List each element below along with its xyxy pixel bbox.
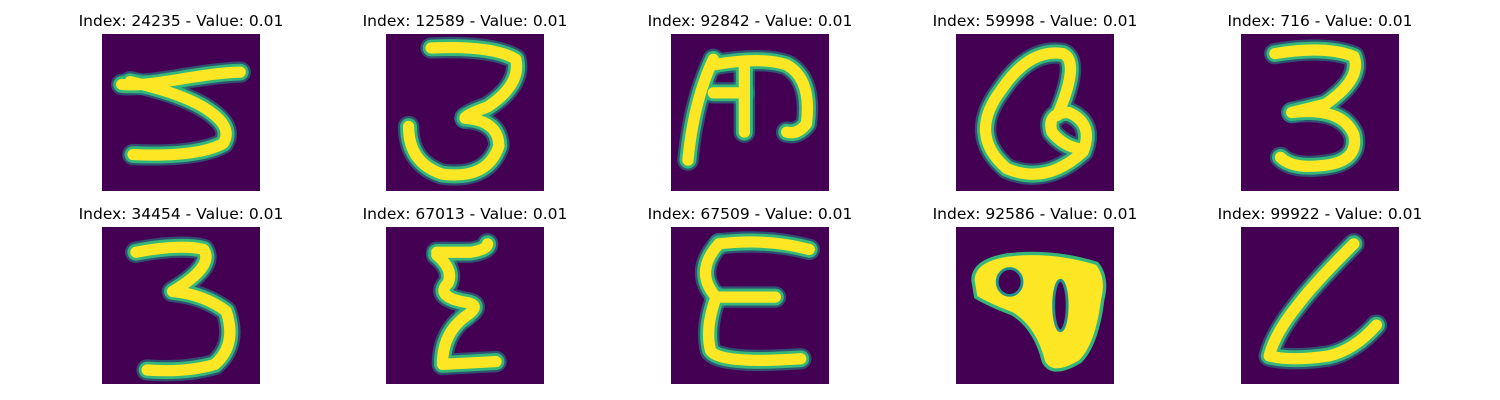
grid-panel: Index: 92842 - Value: 0.01 <box>640 0 860 191</box>
glyph-stroke <box>699 238 725 303</box>
panel-title: Index: 12589 - Value: 0.01 <box>362 12 568 30</box>
handwritten-glyph <box>426 233 507 376</box>
grid-panel: Index: 67509 - Value: 0.01 <box>640 193 860 384</box>
digit-image <box>1241 227 1399 384</box>
glyph-stroke <box>1263 238 1383 365</box>
handwritten-glyph <box>974 42 1098 185</box>
glyph-stroke <box>703 291 807 366</box>
grid-panel: Index: 716 - Value: 0.01 <box>1210 0 1430 191</box>
glyph-stroke <box>979 47 1092 180</box>
grid-panel: Index: 24235 - Value: 0.01 <box>71 0 291 191</box>
digit-image <box>1241 34 1399 191</box>
glyph-stroke <box>713 236 815 256</box>
digit-image <box>386 227 544 384</box>
grid-panel: Index: 12589 - Value: 0.01 <box>355 0 575 191</box>
handwritten-glyph <box>677 48 819 171</box>
glyph-stroke <box>124 76 232 161</box>
digit-image <box>102 34 260 191</box>
handwritten-glyph <box>971 251 1107 372</box>
glyph-hole <box>995 267 1024 297</box>
panel-title: Index: 59998 - Value: 0.01 <box>932 12 1138 30</box>
handwritten-glyph <box>397 36 528 186</box>
grid-panel: Index: 92586 - Value: 0.01 <box>925 193 1145 384</box>
glyph-stroke <box>1274 106 1361 172</box>
glyph-stroke <box>436 311 502 370</box>
panel-title: Index: 67013 - Value: 0.01 <box>362 205 568 223</box>
handwritten-glyph <box>125 236 241 382</box>
digit-image <box>102 227 260 384</box>
glyph-hole <box>1052 278 1069 333</box>
panel-title: Index: 716 - Value: 0.01 <box>1227 12 1413 30</box>
digit-image <box>956 227 1114 384</box>
handwritten-glyph <box>1264 39 1367 177</box>
digit-image <box>956 34 1114 191</box>
handwritten-glyph <box>1258 233 1388 370</box>
panel-title: Index: 92842 - Value: 0.01 <box>647 12 853 30</box>
panel-title: Index: 67509 - Value: 0.01 <box>647 205 853 223</box>
grid-panel: Index: 34454 - Value: 0.01 <box>71 193 291 384</box>
grid-panel: Index: 67013 - Value: 0.01 <box>355 193 575 384</box>
digit-image <box>671 227 829 384</box>
panel-title: Index: 24235 - Value: 0.01 <box>78 12 284 30</box>
panel-title: Index: 99922 - Value: 0.01 <box>1217 205 1423 223</box>
grid-panel: Index: 59998 - Value: 0.01 <box>925 0 1145 191</box>
image-background <box>102 34 260 191</box>
digit-image <box>386 34 544 191</box>
glyph-stroke <box>431 238 494 258</box>
panel-title: Index: 34454 - Value: 0.01 <box>78 205 284 223</box>
glyph-stroke <box>707 55 814 139</box>
handwritten-glyph <box>694 231 820 372</box>
glyph-stroke <box>402 112 505 181</box>
digit-image <box>671 34 829 191</box>
handwritten-glyph <box>111 61 251 166</box>
grid-panel: Index: 99922 - Value: 0.01 <box>1210 193 1430 384</box>
glyph-stroke <box>431 249 480 323</box>
panel-title: Index: 92586 - Value: 0.01 <box>932 205 1138 223</box>
glyph-stroke <box>130 241 236 377</box>
